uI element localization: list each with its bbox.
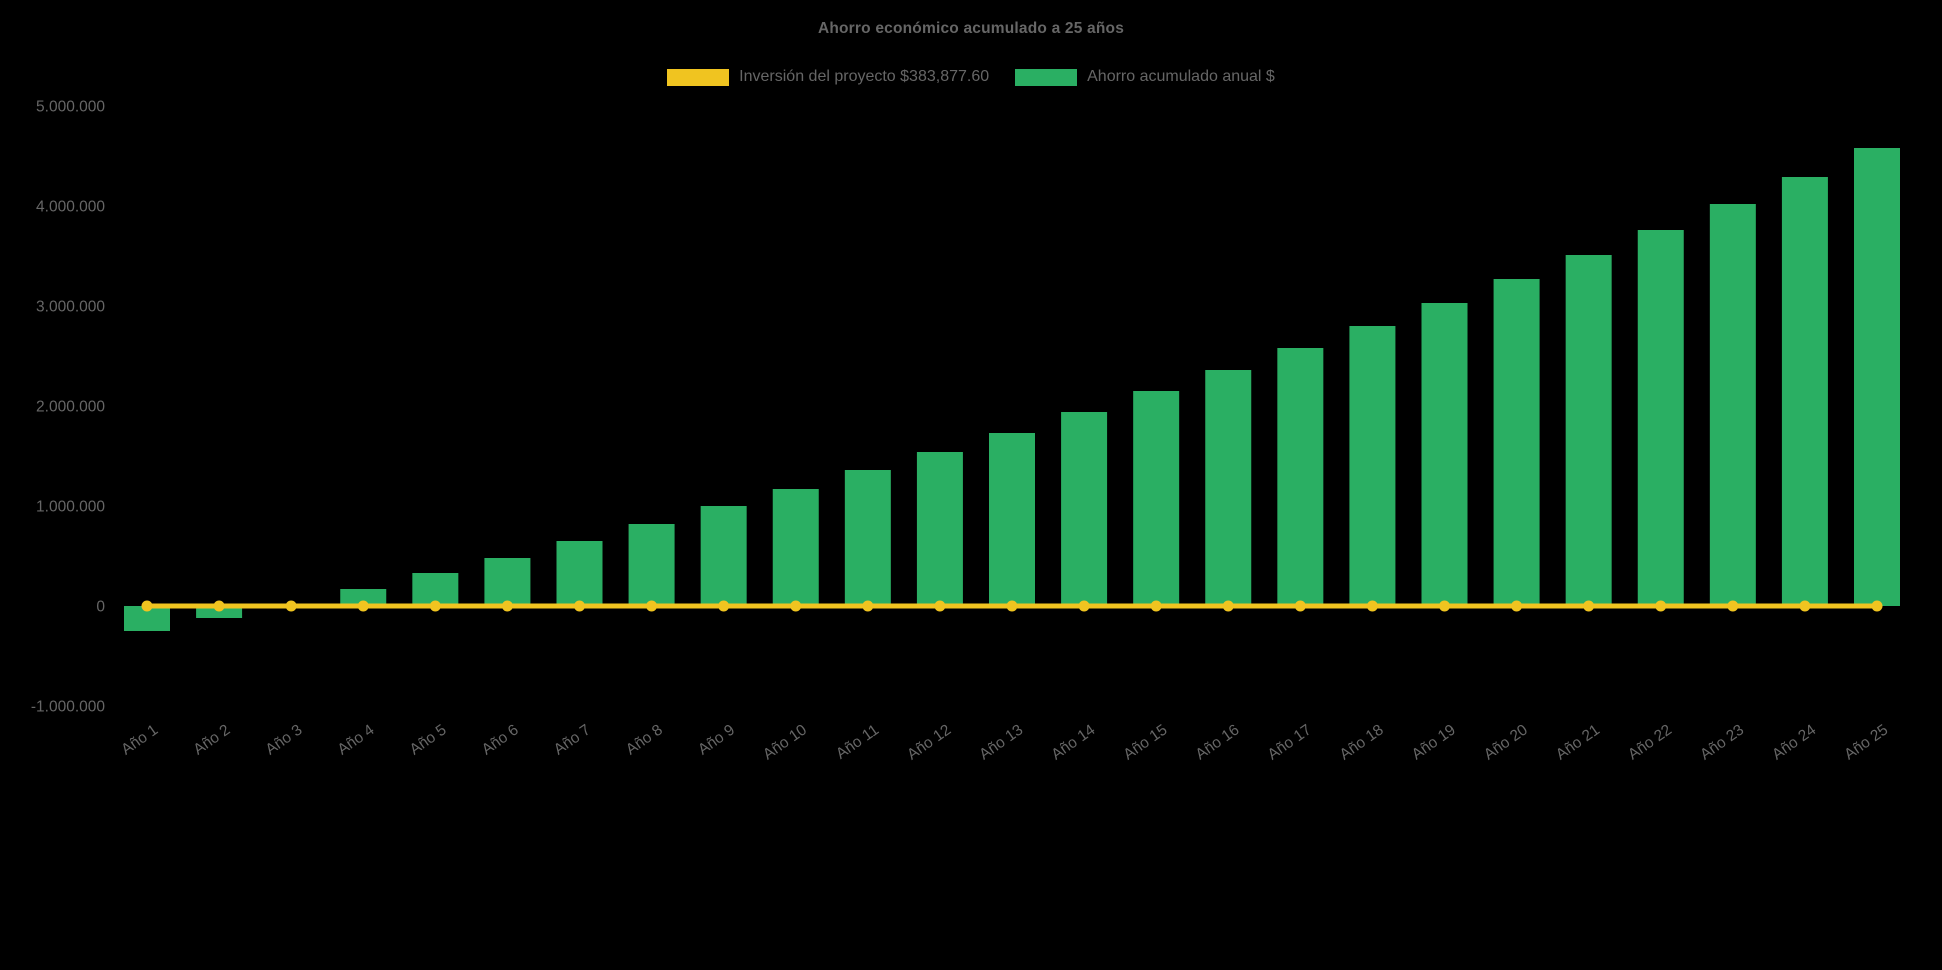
investment-point-year-8[interactable]: [646, 600, 658, 612]
x-tick-label-year-13: Año 13: [976, 721, 1026, 763]
savings-bar-year-14[interactable]: [1061, 412, 1108, 606]
investment-point-year-15[interactable]: [1150, 600, 1162, 612]
x-tick-label-year-12: Año 12: [904, 721, 954, 763]
savings-bar-year-19[interactable]: [1421, 303, 1468, 606]
x-tick-label-year-1: Año 1: [118, 721, 161, 758]
investment-point-year-24[interactable]: [1799, 600, 1811, 612]
savings-bar-year-22[interactable]: [1637, 230, 1684, 606]
investment-point-year-19[interactable]: [1439, 600, 1450, 612]
x-tick-label-year-3: Año 3: [263, 721, 306, 758]
y-tick-label-4: 1.000.000: [36, 499, 105, 516]
savings-bar-year-6[interactable]: [484, 558, 531, 606]
investment-point-year-17[interactable]: [1294, 600, 1306, 612]
savings-bar-year-20[interactable]: [1493, 279, 1540, 606]
legend-item-investment[interactable]: Inversión del proyecto $383,877.60: [667, 68, 989, 86]
investment-point-year-6[interactable]: [501, 600, 513, 612]
investment-legend-label: Inversión del proyecto $383,877.60: [739, 68, 990, 85]
x-tick-label-year-25: Año 25: [1841, 721, 1891, 763]
x-tick-label-year-15: Año 15: [1120, 721, 1170, 763]
x-tick-label-year-24: Año 24: [1769, 721, 1819, 763]
investment-point-year-21[interactable]: [1583, 600, 1595, 612]
savings-bar-year-17[interactable]: [1277, 348, 1324, 606]
investment-point-year-11[interactable]: [862, 600, 874, 612]
y-tick-label-0: 5.000.000: [36, 99, 105, 116]
investment-point-year-22[interactable]: [1655, 600, 1667, 612]
x-tick-label-year-16: Año 16: [1193, 721, 1243, 763]
x-tick-label-year-9: Año 9: [695, 721, 738, 758]
investment-point-year-23[interactable]: [1727, 600, 1739, 612]
chart-legend: Inversión del proyecto $383,877.60 Ahorr…: [0, 68, 1942, 86]
x-tick-label-year-7: Año 7: [551, 721, 594, 758]
x-tick-label-year-8: Año 8: [623, 721, 666, 758]
investment-point-year-14[interactable]: [1078, 600, 1090, 612]
x-tick-label-year-18: Año 18: [1337, 721, 1387, 763]
x-tick-label-year-5: Año 5: [407, 721, 450, 758]
x-tick-label-year-4: Año 4: [335, 721, 378, 758]
y-tick-label-2: 3.000.000: [36, 299, 105, 316]
x-tick-label-year-20: Año 20: [1481, 721, 1531, 763]
legend-item-savings[interactable]: Ahorro acumulado anual $: [1015, 68, 1275, 86]
savings-bar-year-16[interactable]: [1205, 370, 1252, 606]
savings-bar-year-24[interactable]: [1781, 177, 1828, 606]
savings-bar-year-12[interactable]: [916, 452, 963, 606]
x-tick-label-year-19: Año 19: [1409, 721, 1459, 763]
investment-point-year-10[interactable]: [790, 600, 802, 612]
savings-bar-year-10[interactable]: [772, 489, 819, 606]
savings-bar-year-21[interactable]: [1565, 255, 1612, 606]
x-tick-label-year-2: Año 2: [190, 721, 233, 758]
savings-bar-year-8[interactable]: [628, 524, 675, 606]
x-tick-label-year-10: Año 10: [760, 721, 810, 763]
x-tick-label-year-17: Año 17: [1265, 721, 1315, 763]
savings-bar-year-7[interactable]: [556, 541, 603, 606]
x-tick-label-year-6: Año 6: [479, 721, 522, 758]
savings-bar-year-11[interactable]: [844, 470, 891, 606]
y-tick-label-3: 2.000.000: [36, 399, 105, 416]
savings-bar-year-2[interactable]: [196, 606, 243, 618]
investment-point-year-4[interactable]: [357, 600, 369, 612]
x-tick-label-year-14: Año 14: [1048, 721, 1098, 763]
investment-point-year-2[interactable]: [213, 600, 225, 612]
investment-point-year-13[interactable]: [1006, 600, 1018, 612]
investment-point-year-1[interactable]: [141, 600, 153, 612]
savings-legend-label: Ahorro acumulado anual $: [1087, 68, 1275, 85]
savings-bar-year-23[interactable]: [1709, 204, 1756, 606]
savings-bar-year-25[interactable]: [1854, 148, 1900, 606]
x-tick-label-year-23: Año 23: [1697, 721, 1747, 763]
savings-bar-year-4[interactable]: [340, 589, 387, 606]
investment-point-year-20[interactable]: [1511, 600, 1523, 612]
x-tick-label-year-11: Año 11: [833, 721, 882, 762]
chart-title: Ahorro económico acumulado a 25 años: [817, 20, 1125, 37]
investment-point-year-7[interactable]: [574, 600, 585, 612]
investment-point-year-5[interactable]: [429, 600, 441, 612]
investment-point-year-3[interactable]: [285, 600, 297, 612]
investment-point-year-18[interactable]: [1366, 600, 1378, 612]
savings-bar-year-9[interactable]: [700, 506, 747, 606]
y-tick-label-6: -1.000.000: [31, 699, 105, 716]
investment-point-year-16[interactable]: [1222, 600, 1234, 612]
x-tick-label-year-22: Año 22: [1625, 721, 1675, 763]
investment-point-year-9[interactable]: [718, 600, 730, 612]
y-tick-label-1: 4.000.000: [36, 199, 105, 216]
savings-legend-swatch: [1015, 68, 1078, 86]
investment-point-year-25[interactable]: [1871, 600, 1883, 612]
investment-legend-swatch: [667, 68, 730, 86]
savings-bar-year-13[interactable]: [989, 433, 1035, 606]
x-tick-label-year-21: Año 21: [1553, 721, 1603, 763]
savings-bar-year-18[interactable]: [1349, 326, 1396, 606]
investment-point-year-12[interactable]: [934, 600, 946, 612]
savings-bar-year-15[interactable]: [1133, 391, 1180, 606]
y-tick-label-5: 0: [96, 599, 105, 616]
